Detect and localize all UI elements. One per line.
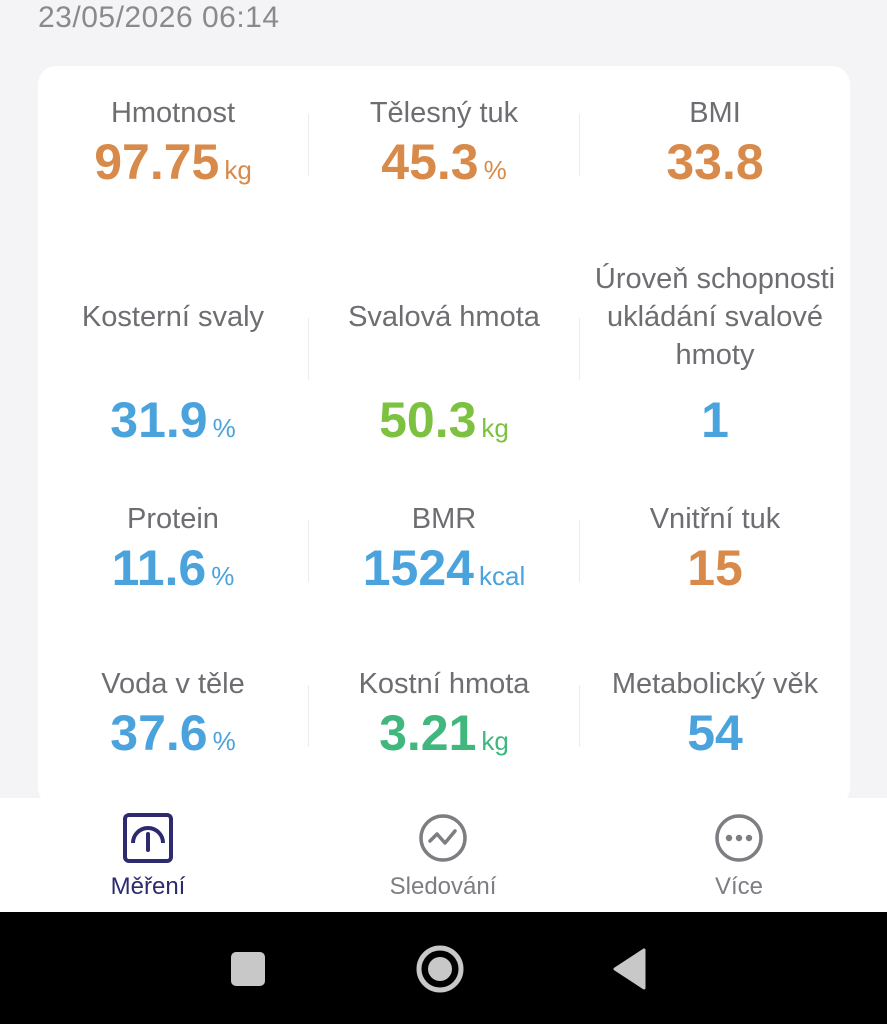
value-number: 97.75 xyxy=(94,134,220,190)
metric-bmi[interactable]: BMI 33.8 xyxy=(580,94,850,192)
tab-more[interactable]: Více xyxy=(639,812,839,902)
metric-bone-mass[interactable]: Kostní hmota 3.21 kg xyxy=(309,665,579,771)
value-number: 1524 xyxy=(362,540,474,596)
metric-value: 45.3% xyxy=(309,132,579,200)
value-number: 11.6 xyxy=(111,540,207,596)
metric-value: 11.6% xyxy=(38,538,308,606)
metric-muscle-storage-level[interactable]: Úroveň schopnosti ukládání svalové hmoty… xyxy=(580,260,850,450)
metric-value: 37.6% xyxy=(38,703,308,771)
back-triangle-icon[interactable] xyxy=(604,942,658,996)
metric-label: Svalová hmota xyxy=(348,301,540,333)
metric-label: Vnitřní tuk xyxy=(649,503,781,535)
metric-label-line-3: hmoty xyxy=(675,339,755,371)
metric-label: Protein xyxy=(127,503,219,535)
value-unit: % xyxy=(212,413,236,443)
value-unit: kcal xyxy=(478,561,526,591)
value-unit: % xyxy=(212,726,236,756)
home-circle-icon[interactable] xyxy=(413,942,467,996)
bottom-tab-bar: Měření Sledování Více xyxy=(0,798,887,912)
value-number: 3.21 xyxy=(379,705,477,761)
tab-measurement[interactable]: Měření xyxy=(48,812,248,902)
metric-metabolic-age[interactable]: Metabolický věk 54 xyxy=(580,665,850,763)
metric-value: 50.3 kg xyxy=(309,390,579,458)
value-number: 1 xyxy=(701,392,729,448)
metric-value: 97.75 kg xyxy=(38,132,308,200)
value-unit: kg xyxy=(481,413,509,443)
metric-muscle-mass[interactable]: Svalová hmota 50.3 kg xyxy=(309,298,579,458)
column-divider xyxy=(579,685,580,747)
metric-weight[interactable]: Hmotnost 97.75 kg xyxy=(38,94,308,200)
metric-label: Metabolický věk xyxy=(611,668,819,700)
value-number: 54 xyxy=(687,705,743,761)
metric-label-line-1: Úroveň schopnosti xyxy=(594,263,836,295)
metric-skeletal-muscle[interactable]: Kosterní svaly 31.9% xyxy=(38,298,308,458)
column-divider xyxy=(579,520,580,582)
scale-gauge-icon xyxy=(123,813,173,863)
column-divider xyxy=(579,318,580,380)
value-unit: % xyxy=(211,561,235,591)
metric-label: BMR xyxy=(411,503,477,535)
tab-label: Měření xyxy=(110,873,186,900)
metric-label: BMI xyxy=(689,97,741,129)
value-number: 37.6 xyxy=(110,705,208,761)
metric-value: 3.21 kg xyxy=(309,703,579,771)
value-number: 15 xyxy=(687,540,743,596)
metrics-card: Hmotnost 97.75 kg Tělesný tuk 45.3% BMI 3… xyxy=(38,66,850,806)
tab-label: Sledování xyxy=(389,873,497,900)
metric-visceral-fat[interactable]: Vnitřní tuk 15 xyxy=(580,500,850,598)
column-divider xyxy=(308,520,309,582)
metric-body-fat[interactable]: Tělesný tuk 45.3% xyxy=(309,94,579,200)
metric-body-water[interactable]: Voda v těle 37.6% xyxy=(38,665,308,771)
more-dots-icon xyxy=(715,814,763,862)
metric-value: 54 xyxy=(580,703,850,763)
column-divider xyxy=(308,318,309,380)
metric-label: Hmotnost xyxy=(110,97,236,129)
tab-label: Více xyxy=(714,873,764,900)
metric-label: Kostní hmota xyxy=(358,668,530,700)
trend-chart-icon xyxy=(419,814,467,862)
value-number: 45.3 xyxy=(381,134,479,190)
column-divider xyxy=(308,685,309,747)
metric-label: Tělesný tuk xyxy=(369,97,519,129)
column-divider xyxy=(579,114,580,176)
value-unit: kg xyxy=(481,726,509,756)
value-number: 50.3 xyxy=(379,392,477,448)
metric-value: 15 xyxy=(580,538,850,598)
metric-value: 1524 kcal xyxy=(309,538,579,606)
value-unit: % xyxy=(483,155,507,185)
column-divider xyxy=(308,114,309,176)
value-number: 33.8 xyxy=(666,134,764,190)
recents-square-icon[interactable] xyxy=(221,942,275,996)
system-navigation-bar xyxy=(0,912,887,1024)
metric-value: 1 xyxy=(580,390,850,450)
metric-label: Kosterní svaly xyxy=(81,301,265,333)
metric-value: 31.9% xyxy=(38,390,308,458)
metric-bmr[interactable]: BMR 1524 kcal xyxy=(309,500,579,606)
tab-tracking[interactable]: Sledování xyxy=(343,812,543,902)
metric-label-line-2: ukládání svalové xyxy=(606,301,824,333)
measurement-timestamp: 23/05/2026 06:14 xyxy=(38,1,280,34)
value-number: 31.9 xyxy=(110,392,208,448)
metric-value: 33.8 xyxy=(580,132,850,192)
value-unit: kg xyxy=(224,155,252,185)
metric-protein[interactable]: Protein 11.6% xyxy=(38,500,308,606)
metric-label: Voda v těle xyxy=(101,668,245,700)
